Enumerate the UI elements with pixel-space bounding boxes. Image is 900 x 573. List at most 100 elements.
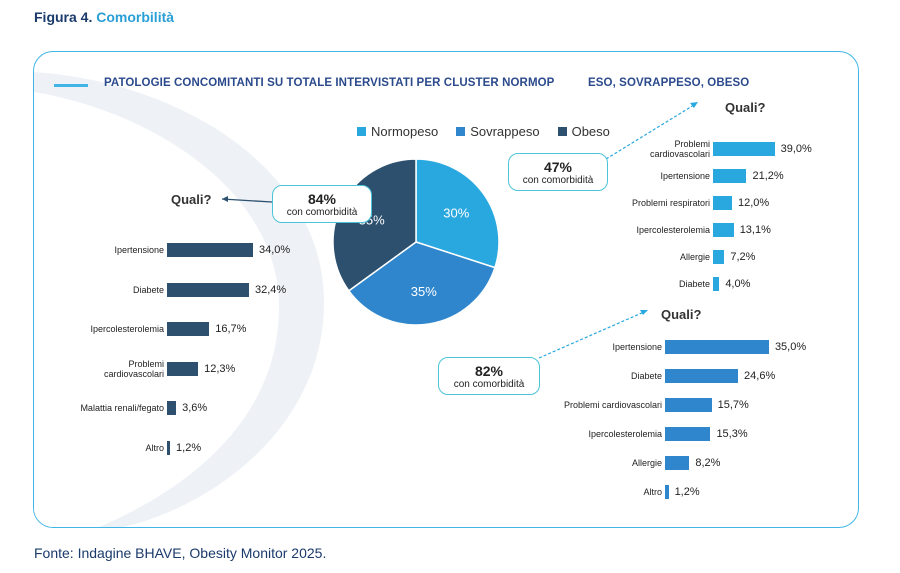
bar-row: Diabete 24,6% <box>631 366 775 386</box>
bar <box>665 456 690 470</box>
bar <box>167 282 249 297</box>
bar <box>713 169 747 183</box>
bar-row: Ipercolesterolemia 15,3% <box>588 424 748 444</box>
bar-category-label: Problemi respiratori <box>631 198 710 208</box>
bar-value-label: 4,0% <box>725 278 751 290</box>
bar-category-label: Problemi cardiovascolari <box>649 139 710 159</box>
bar-category-label: Problemi cardiovascolari <box>563 400 662 410</box>
bar-row: Allergie 7,2% <box>680 247 755 267</box>
bar <box>167 322 210 336</box>
bar-row: Altro 1,2% <box>145 438 201 458</box>
bar-category-label: Altro <box>145 442 164 453</box>
panel-decoration <box>34 72 324 527</box>
bar-category-label: Allergie <box>679 252 710 262</box>
pie-slice-sovrappeso <box>347 241 496 326</box>
legend-item-normopeso: Normopeso <box>357 124 438 139</box>
bar-value-label: 7,2% <box>730 251 756 263</box>
bar <box>665 398 712 412</box>
bar <box>167 440 171 455</box>
callout-obeso-pct: 84% <box>307 191 337 207</box>
callout-sovrappeso: 82% con comorbidità <box>438 357 540 395</box>
legend-item-sovrappeso: Sovrappeso <box>456 124 540 139</box>
callout-obeso-text: con comorbidità <box>286 207 358 218</box>
bar-category-label: Problemi cardiovascolari <box>103 358 164 379</box>
figure-heading: Figura 4. Comorbilità <box>34 9 174 25</box>
panel-title-left: PATOLOGIE CONCOMITANTI SU TOTALE INTERVI… <box>104 77 555 89</box>
quali-label-normopeso: Quali? <box>725 100 766 115</box>
legend-label-sovrappeso: Sovrappeso <box>470 124 540 139</box>
bar-row: Malattia renali/fegato 3,6% <box>80 398 207 418</box>
bar-row: Allergie 8,2% <box>632 453 720 473</box>
callout-obeso: 84% con comorbidità <box>272 185 372 223</box>
bar <box>665 369 739 383</box>
bar-row: Ipercolesterolemia 13,1% <box>636 220 771 240</box>
bar-category-label: Malattia renali/fegato <box>80 403 164 413</box>
callout-normopeso-pct: 47% <box>543 159 573 175</box>
bar-row: Problemi cardiovascolari 12,3% <box>104 359 235 379</box>
bar-category-label: Ipercolesterolemia <box>90 324 164 334</box>
bar-value-label: 13,1% <box>739 224 771 236</box>
callout-sovrappeso-text: con comorbidità <box>453 379 525 390</box>
arrow-normopeso <box>605 104 695 160</box>
bar <box>167 401 177 415</box>
arrow-head-normopeso <box>690 102 698 108</box>
bar-category-label: Ipertensione <box>612 342 662 352</box>
bar <box>665 427 711 441</box>
quali-label-obeso: Quali? <box>171 192 212 207</box>
pie-label-normopeso: 30% <box>443 206 469 221</box>
figure-name: Comorbilità <box>96 9 175 25</box>
bar-row: Problemi respiratori 12,0% <box>632 193 769 213</box>
bar-row: Ipertensione 21,2% <box>660 166 784 186</box>
arrow-obeso <box>221 198 273 203</box>
legend-label-normopeso: Normopeso <box>371 124 439 139</box>
bar-value-label: 1,2% <box>674 486 700 498</box>
bar-value-label: 16,7% <box>215 323 247 335</box>
bar-category-label: Diabete <box>132 284 164 295</box>
bar-category-label: Ipertensione <box>660 171 710 181</box>
arrow-sovrappeso <box>538 311 645 359</box>
callout-normopeso: 47% con comorbidità <box>508 153 608 191</box>
chart-panel: PATOLOGIE CONCOMITANTI SU TOTALE INTERVI… <box>33 51 859 528</box>
bar-row: Problemi cardiovascolari 39,0% <box>650 139 812 159</box>
bar-category-label: Diabete <box>678 279 710 289</box>
legend-swatch-normopeso <box>357 127 366 136</box>
callout-normopeso-text: con comorbidità <box>522 175 594 186</box>
bar-value-label: 24,6% <box>744 370 776 382</box>
pie-legend: Normopeso Sovrappeso Obeso <box>357 124 610 139</box>
bar <box>713 142 775 156</box>
bar <box>167 361 199 376</box>
bar-value-label: 1,2% <box>176 441 202 454</box>
bar <box>665 485 669 499</box>
bar-row: Diabete 4,0% <box>679 274 750 294</box>
bar-category-label: Diabete <box>630 371 662 381</box>
arrow-head-obeso <box>222 196 228 202</box>
bar-row: Problemi cardiovascolari 15,7% <box>564 395 749 415</box>
bar-row: Ipertensione 34,0% <box>114 240 290 260</box>
pie-label-sovrappeso: 35% <box>411 284 437 299</box>
callout-sovrappeso-pct: 82% <box>474 363 504 379</box>
bar-value-label: 12,0% <box>737 197 770 209</box>
bar-value-label: 34,0% <box>259 244 291 256</box>
figure-label: Figura 4. <box>34 9 93 25</box>
panel-title-right: ESO, SOVRAPPESO, OBESO <box>588 77 750 89</box>
arrow-head-sovrappeso <box>640 310 648 315</box>
bar-category-label: Ipertensione <box>114 245 164 255</box>
bar-value-label: 35,0% <box>774 341 807 353</box>
bar-category-label: Ipercolesterolemia <box>588 429 662 439</box>
bar-value-label: 15,7% <box>717 399 749 411</box>
legend-label-obeso: Obeso <box>571 124 610 139</box>
bar <box>665 340 769 354</box>
bar-value-label: 3,6% <box>182 402 208 414</box>
bar-value-label: 32,4% <box>254 283 287 296</box>
bar-value-label: 12,3% <box>204 362 236 375</box>
quali-label-sovrappeso: Quali? <box>661 307 702 322</box>
legend-swatch-sovrappeso <box>456 127 466 136</box>
bar-row: Altro 1,2% <box>643 482 700 502</box>
bar <box>713 277 720 291</box>
bar <box>713 196 732 210</box>
bar-value-label: 15,3% <box>716 428 748 440</box>
legend-swatch-obeso <box>557 127 567 136</box>
legend-item-obeso: Obeso <box>557 124 610 139</box>
title-accent-bar <box>54 84 88 87</box>
bar <box>167 243 254 257</box>
